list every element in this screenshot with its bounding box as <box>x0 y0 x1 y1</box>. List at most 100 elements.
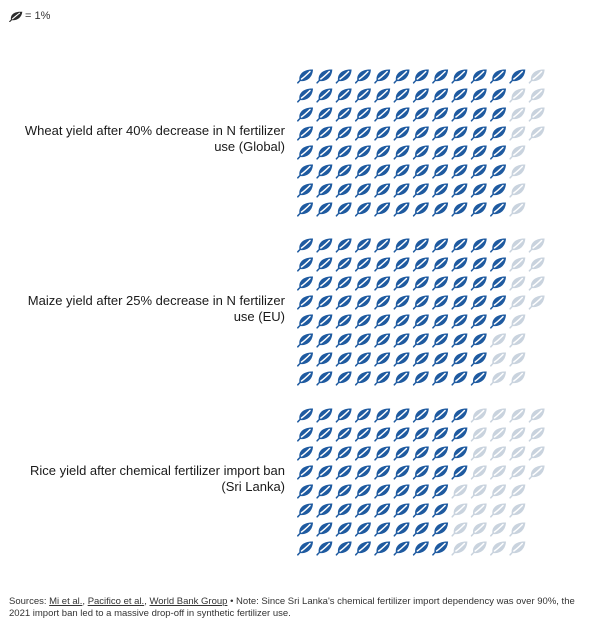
leaf-icon-remaining <box>412 145 429 160</box>
leaf-icon-remaining <box>374 465 391 480</box>
leaf-icon-remaining <box>412 371 429 386</box>
leaf-icon-remaining <box>297 145 313 160</box>
leaf-icon-remaining <box>451 126 468 141</box>
leaf-icon-remaining <box>432 427 449 442</box>
leaf-icon-remaining <box>316 522 333 537</box>
leaf-icon-lost <box>451 522 468 537</box>
leaf-icon-lost <box>490 427 506 442</box>
leaf-icon-remaining <box>451 314 468 329</box>
leaf-icon-remaining <box>451 107 468 122</box>
leaf-icon-lost <box>509 484 526 499</box>
leaf-icon-remaining <box>316 126 333 141</box>
leaf-icon-lost <box>470 503 487 518</box>
leaf-icon-remaining <box>316 484 333 499</box>
leaf-icon-lost <box>528 465 545 480</box>
leaf-icon-remaining <box>412 446 429 461</box>
leaf-icon-lost <box>490 408 506 423</box>
leaf-icon-remaining <box>412 69 429 84</box>
leaf-icon-remaining <box>316 295 333 310</box>
leaf-icon-remaining <box>316 503 333 518</box>
leaf-icon-remaining <box>470 183 487 198</box>
legend: = 1% <box>9 10 50 22</box>
leaf-icon-remaining <box>470 276 487 291</box>
leaf-icon-remaining <box>451 352 468 367</box>
leaf-icon-remaining <box>354 88 371 103</box>
leaf-icon-lost <box>470 484 487 499</box>
leaf-icon-remaining <box>297 408 313 423</box>
leaf-icon-remaining <box>451 145 468 160</box>
leaf-icon-remaining <box>316 465 333 480</box>
leaf-icon-remaining <box>354 276 371 291</box>
leaf-icon-lost <box>490 522 506 537</box>
leaf-icon-remaining <box>316 541 333 556</box>
leaf-icon-lost <box>509 276 526 291</box>
leaf-icon-remaining <box>374 107 391 122</box>
leaf-icon-remaining <box>490 202 506 217</box>
leaf-icon-remaining <box>432 69 449 84</box>
leaf-icon-lost <box>509 541 526 556</box>
leaf-icon <box>9 11 23 22</box>
leaf-icon-remaining <box>393 145 410 160</box>
source-link-pacifico[interactable]: Pacifico et al. <box>87 596 145 607</box>
leaf-icon-remaining <box>354 503 371 518</box>
leaf-icon-remaining <box>354 371 371 386</box>
leaf-icon-lost <box>509 183 526 198</box>
leaf-icon-remaining <box>470 126 487 141</box>
maize-label-line2: use (EU) <box>233 309 285 324</box>
leaf-icon-remaining <box>490 314 506 329</box>
leaf-icon-remaining <box>432 164 449 179</box>
leaf-icon-lost <box>509 107 526 122</box>
leaf-icon-remaining <box>451 69 468 84</box>
leaf-icon-lost <box>528 126 545 141</box>
leaf-icon-remaining <box>393 503 410 518</box>
leaf-icon-remaining <box>297 427 313 442</box>
leaf-icon-remaining <box>393 352 410 367</box>
leaf-icon-lost <box>451 503 468 518</box>
leaf-icon-remaining <box>432 371 449 386</box>
leaf-icon-lost <box>470 465 487 480</box>
leaf-icon-remaining <box>393 107 410 122</box>
leaf-icon-lost <box>528 427 545 442</box>
leaf-icon-lost <box>490 352 506 367</box>
leaf-icon-remaining <box>451 276 468 291</box>
leaf-icon-remaining <box>393 371 410 386</box>
leaf-icon-remaining <box>354 522 371 537</box>
leaf-icon-lost <box>490 333 506 348</box>
leaf-icon-remaining <box>374 257 391 272</box>
leaf-icon-remaining <box>490 145 506 160</box>
maize-label-line1: Maize yield after 25% decrease in N fert… <box>27 293 285 308</box>
leaf-icon-remaining <box>316 145 333 160</box>
leaf-icon-remaining <box>335 126 352 141</box>
leaf-icon-remaining <box>335 352 352 367</box>
leaf-icon-remaining <box>354 69 371 84</box>
leaf-icon-lost <box>509 522 526 537</box>
leaf-icon-remaining <box>374 276 391 291</box>
leaf-icon-lost <box>490 541 506 556</box>
leaf-icon-lost <box>490 484 506 499</box>
leaf-icon-remaining <box>297 446 313 461</box>
leaf-icon-remaining <box>393 164 410 179</box>
leaf-icon-remaining <box>393 202 410 217</box>
leaf-icon-remaining <box>297 352 313 367</box>
leaf-icon-remaining <box>297 238 313 253</box>
leaf-icon-remaining <box>393 484 410 499</box>
leaf-icon-remaining <box>412 333 429 348</box>
leaf-icon-remaining <box>316 202 333 217</box>
source-link-mi[interactable]: Mi et al. <box>49 596 83 607</box>
wheat-icon-array <box>297 69 545 217</box>
leaf-icon-remaining <box>297 371 313 386</box>
leaf-icon-remaining <box>393 446 410 461</box>
leaf-icon-remaining <box>432 333 449 348</box>
leaf-icon-remaining <box>432 183 449 198</box>
leaf-icon-remaining <box>412 465 429 480</box>
leaf-icon-remaining <box>451 333 468 348</box>
leaf-icon-remaining <box>412 164 429 179</box>
leaf-icon-remaining <box>374 126 391 141</box>
leaf-icon-lost <box>490 503 506 518</box>
leaf-icon-remaining <box>335 295 352 310</box>
leaf-icon-remaining <box>374 352 391 367</box>
leaf-icon-remaining <box>316 183 333 198</box>
source-link-world-bank[interactable]: World Bank Group <box>149 596 228 607</box>
leaf-icon-remaining <box>393 314 410 329</box>
leaf-icon-remaining <box>335 371 352 386</box>
